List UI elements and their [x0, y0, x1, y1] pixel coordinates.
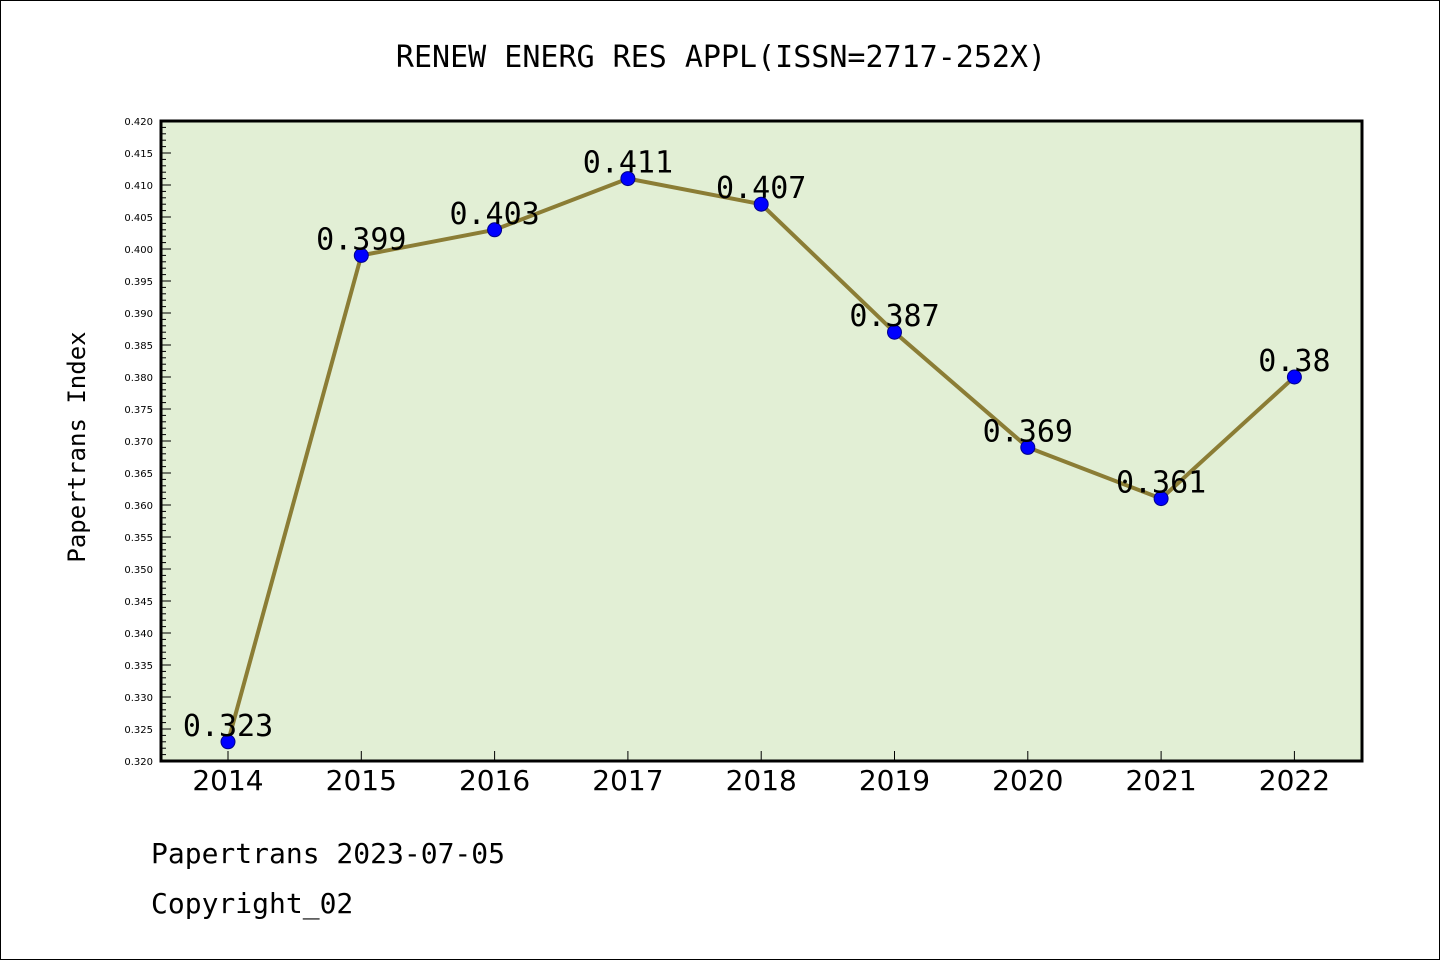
y-tick-label: 0.395: [124, 277, 153, 288]
data-label: 0.403: [449, 197, 539, 232]
y-axis-label: Papertrans Index: [63, 331, 91, 562]
y-tick-label: 0.370: [124, 437, 153, 448]
data-label: 0.369: [983, 414, 1073, 449]
y-tick-label: 0.385: [124, 341, 153, 352]
x-tick-label: 2016: [459, 764, 530, 797]
y-tick-label: 0.330: [124, 693, 153, 704]
data-markers: [220, 171, 1302, 750]
x-axis-ticks: 2014 2015 2016 2017 2018 2019 2020 2021 2022: [192, 751, 1330, 797]
y-tick-label: 0.420: [124, 117, 153, 128]
data-point: [1153, 491, 1169, 507]
x-tick-label: 2015: [326, 764, 397, 797]
data-label: 0.407: [716, 171, 806, 206]
y-tick-label: 0.380: [124, 373, 153, 384]
data-labels: 0.323 0.399 0.403 0.411 0.407 0.387 0.369 0.361…: [183, 146, 1331, 744]
x-tick-label: 2021: [1125, 764, 1196, 797]
data-point: [620, 171, 636, 187]
data-point: [887, 324, 902, 340]
data-point: [353, 247, 369, 263]
data-label: 0.323: [183, 709, 273, 744]
y-tick-label: 0.360: [124, 501, 153, 512]
data-point: [1020, 439, 1036, 455]
y-tick-label: 0.350: [124, 565, 153, 576]
y-tick-label: 0.400: [124, 245, 153, 256]
x-tick-label: 2022: [1259, 764, 1330, 797]
y-tick-label: 0.325: [124, 725, 153, 736]
y-tick-label: 0.375: [124, 405, 153, 416]
data-point: [487, 222, 503, 238]
chart-title: RENEW ENERG RES APPL(ISSN=2717-252X): [396, 40, 1046, 75]
y-tick-label: 0.365: [124, 469, 153, 480]
y-tick-label: 0.415: [124, 149, 153, 160]
x-tick-label: 2018: [726, 764, 797, 797]
data-point: [753, 196, 769, 212]
plot-area: [161, 121, 1362, 761]
y-axis-ticks: 0.320 0.325 0.330 0.335 0.340 0.345 0.350 0.355…: [124, 117, 171, 768]
x-tick-label: 2017: [592, 764, 663, 797]
y-tick-label: 0.335: [124, 661, 153, 672]
y-tick-label: 0.345: [124, 597, 153, 608]
x-tick-label: 2020: [992, 764, 1063, 797]
data-point: [1286, 369, 1302, 385]
data-label: 0.38: [1258, 344, 1330, 379]
data-point: [220, 734, 236, 750]
y-tick-label: 0.390: [124, 309, 153, 320]
x-tick-label: 2019: [859, 764, 930, 797]
data-label: 0.411: [583, 146, 673, 181]
data-label: 0.399: [316, 222, 406, 257]
data-label: 0.361: [1116, 466, 1206, 501]
plot-border: [159, 119, 1364, 763]
y-tick-label: 0.410: [124, 181, 153, 192]
footer-copyright: Copyright_02: [151, 887, 354, 920]
y-tick-label: 0.405: [124, 213, 153, 224]
y-tick-label: 0.340: [124, 629, 153, 640]
data-label: 0.387: [849, 299, 939, 334]
y-tick-label: 0.320: [124, 757, 153, 768]
footer-date: Papertrans 2023-07-05: [151, 837, 506, 870]
y-tick-label: 0.355: [124, 533, 153, 544]
x-tick-label: 2014: [192, 764, 263, 797]
